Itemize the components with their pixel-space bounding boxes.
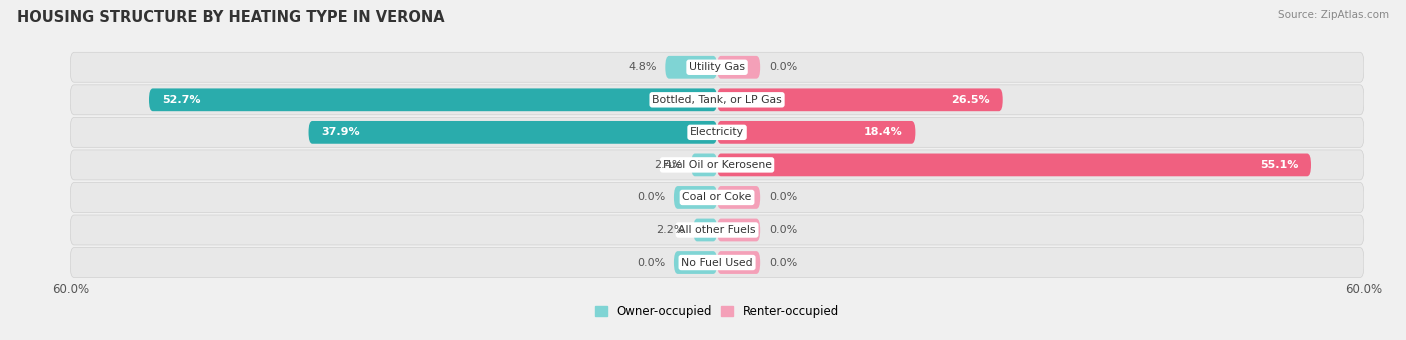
Text: 0.0%: 0.0% bbox=[769, 192, 797, 202]
FancyBboxPatch shape bbox=[308, 121, 717, 144]
FancyBboxPatch shape bbox=[693, 219, 717, 241]
Text: 4.8%: 4.8% bbox=[628, 62, 657, 72]
Text: All other Fuels: All other Fuels bbox=[678, 225, 756, 235]
FancyBboxPatch shape bbox=[665, 56, 717, 79]
Text: 0.0%: 0.0% bbox=[769, 62, 797, 72]
Legend: Owner-occupied, Renter-occupied: Owner-occupied, Renter-occupied bbox=[591, 301, 844, 323]
FancyBboxPatch shape bbox=[70, 215, 1364, 245]
Text: Electricity: Electricity bbox=[690, 128, 744, 137]
FancyBboxPatch shape bbox=[149, 88, 717, 111]
FancyBboxPatch shape bbox=[692, 154, 717, 176]
Text: 2.4%: 2.4% bbox=[654, 160, 682, 170]
Text: No Fuel Used: No Fuel Used bbox=[682, 257, 752, 268]
FancyBboxPatch shape bbox=[673, 251, 717, 274]
Text: HOUSING STRUCTURE BY HEATING TYPE IN VERONA: HOUSING STRUCTURE BY HEATING TYPE IN VER… bbox=[17, 10, 444, 25]
Text: Bottled, Tank, or LP Gas: Bottled, Tank, or LP Gas bbox=[652, 95, 782, 105]
FancyBboxPatch shape bbox=[673, 186, 717, 209]
FancyBboxPatch shape bbox=[717, 251, 761, 274]
Text: Utility Gas: Utility Gas bbox=[689, 62, 745, 72]
FancyBboxPatch shape bbox=[717, 121, 915, 144]
Text: Fuel Oil or Kerosene: Fuel Oil or Kerosene bbox=[662, 160, 772, 170]
FancyBboxPatch shape bbox=[717, 56, 761, 79]
Text: 52.7%: 52.7% bbox=[162, 95, 201, 105]
FancyBboxPatch shape bbox=[717, 186, 761, 209]
FancyBboxPatch shape bbox=[70, 52, 1364, 82]
Text: 26.5%: 26.5% bbox=[950, 95, 990, 105]
Text: 0.0%: 0.0% bbox=[637, 192, 665, 202]
Text: 55.1%: 55.1% bbox=[1260, 160, 1298, 170]
FancyBboxPatch shape bbox=[717, 88, 1002, 111]
FancyBboxPatch shape bbox=[70, 117, 1364, 147]
FancyBboxPatch shape bbox=[717, 219, 761, 241]
Text: 0.0%: 0.0% bbox=[769, 225, 797, 235]
FancyBboxPatch shape bbox=[70, 248, 1364, 277]
FancyBboxPatch shape bbox=[70, 150, 1364, 180]
FancyBboxPatch shape bbox=[70, 85, 1364, 115]
Text: 37.9%: 37.9% bbox=[322, 128, 360, 137]
Text: Coal or Coke: Coal or Coke bbox=[682, 192, 752, 202]
Text: 0.0%: 0.0% bbox=[637, 257, 665, 268]
Text: Source: ZipAtlas.com: Source: ZipAtlas.com bbox=[1278, 10, 1389, 20]
FancyBboxPatch shape bbox=[70, 183, 1364, 212]
FancyBboxPatch shape bbox=[717, 154, 1310, 176]
Text: 0.0%: 0.0% bbox=[769, 257, 797, 268]
Text: 2.2%: 2.2% bbox=[657, 225, 685, 235]
Text: 18.4%: 18.4% bbox=[863, 128, 903, 137]
